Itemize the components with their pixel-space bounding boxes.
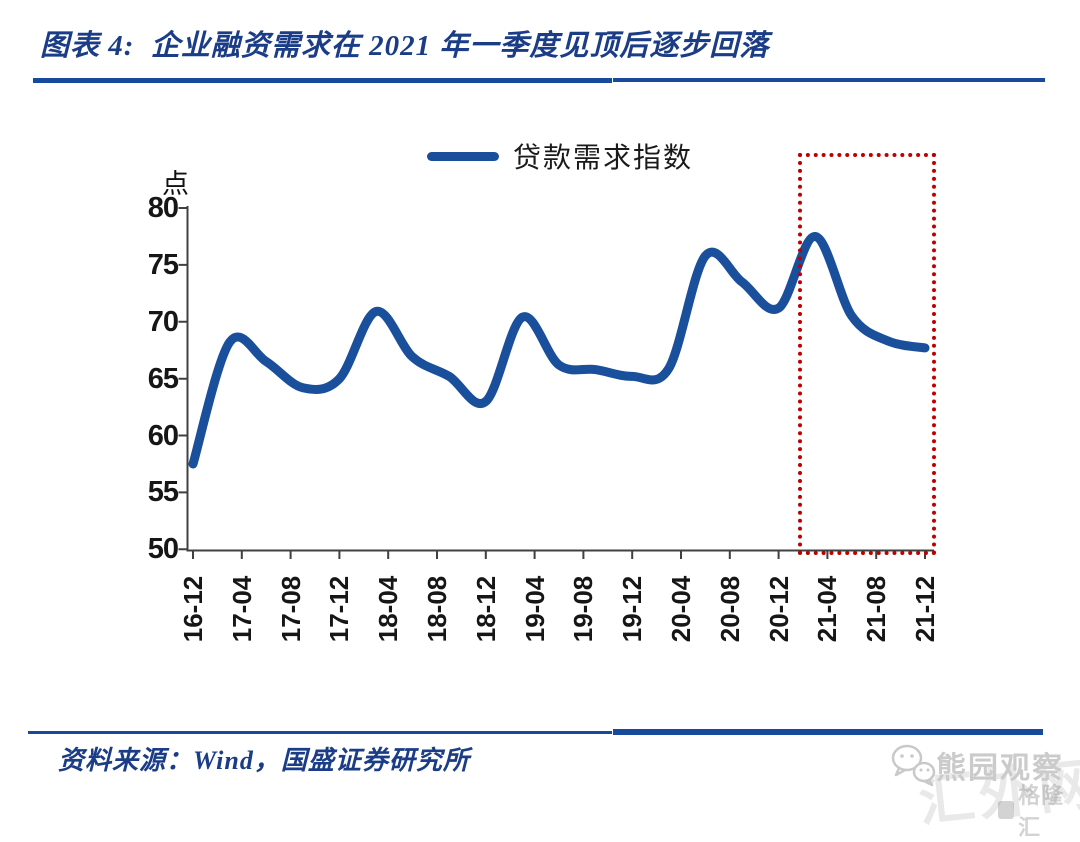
x-tick-label: 19-04 <box>520 575 550 643</box>
x-tick-label: 20-08 <box>715 575 745 643</box>
watermark-wechat: 熊园观察 <box>888 742 1064 788</box>
x-tick-label: 17-04 <box>227 575 257 643</box>
x-tick-label: 17-12 <box>324 575 354 643</box>
report-figure-page: 图表 4: 企业融资需求在 2021 年一季度见顶后逐步回落 贷款需求指数 点 … <box>28 30 1080 840</box>
x-tick-label: 21-04 <box>812 575 842 643</box>
legend-line-swatch <box>427 151 499 161</box>
gelonghui-badge: 格隆汇 <box>998 778 1080 842</box>
header-divider-left <box>33 78 612 83</box>
wechat-icon <box>891 744 936 787</box>
x-tick-label: 20-12 <box>764 575 794 643</box>
x-tick-label: 18-04 <box>373 575 403 643</box>
footer-divider-right <box>613 729 1043 735</box>
y-tick-label: 60 <box>147 420 179 452</box>
y-tick-label: 50 <box>147 533 179 565</box>
x-tick-label: 17-08 <box>276 575 306 643</box>
y-tick-label: 80 <box>147 192 179 224</box>
gelonghui-logo-icon <box>998 801 1015 819</box>
y-axis-unit: 点 <box>162 169 189 199</box>
chart-legend: 贷款需求指数 <box>427 138 693 174</box>
y-tick-label: 75 <box>147 249 179 281</box>
highlight-box-2021 <box>798 153 936 555</box>
x-tick-label: 18-08 <box>422 575 452 643</box>
wechat-account-name: 熊园观察 <box>936 752 1064 785</box>
x-tick-label: 19-08 <box>568 575 598 643</box>
x-tick-label: 16-12 <box>178 575 208 643</box>
x-tick-label: 19-12 <box>617 575 647 643</box>
x-tick-label: 21-08 <box>861 575 891 643</box>
x-tick-label: 21-12 <box>910 575 940 643</box>
y-tick-label: 55 <box>147 476 179 508</box>
footer-divider-left <box>28 731 612 734</box>
gelonghui-label: 格隆汇 <box>1018 783 1065 840</box>
source-note: 资料来源：Wind，国盛证券研究所 <box>58 746 470 775</box>
legend-label: 贷款需求指数 <box>513 143 694 174</box>
x-tick-label: 18-12 <box>471 575 501 643</box>
figure-title: 图表 4: 企业融资需求在 2021 年一季度见顶后逐步回落 <box>40 30 770 62</box>
y-tick-label: 65 <box>147 363 179 395</box>
y-tick-label: 70 <box>147 306 179 338</box>
x-tick-label: 20-04 <box>666 575 696 643</box>
header-divider-right <box>613 78 1045 82</box>
